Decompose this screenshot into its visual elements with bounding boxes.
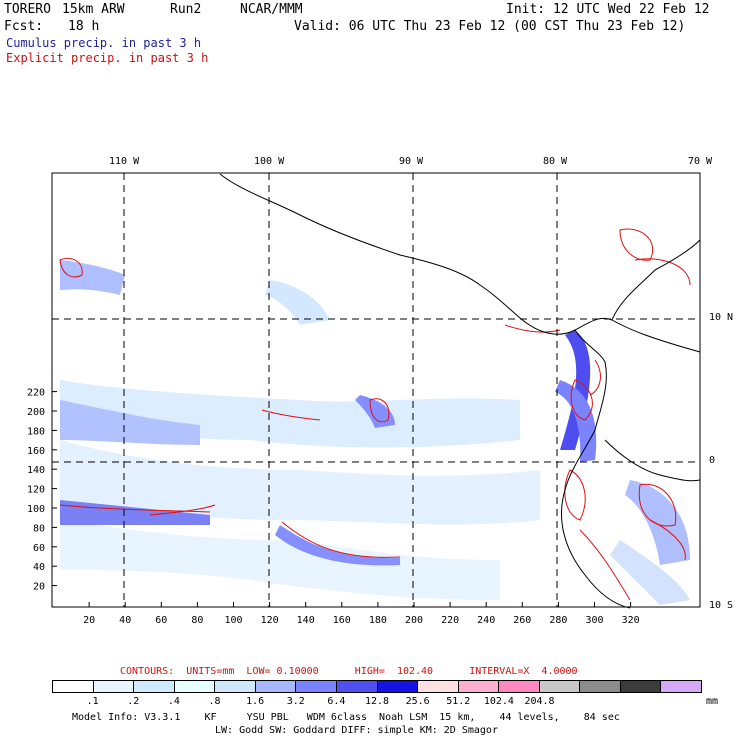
y-tick-label: 60 (33, 543, 45, 554)
colorbar-label: 102.4 (483, 696, 514, 707)
colorbar-label: 6.4 (327, 696, 346, 707)
x-tick-label: 240 (477, 615, 495, 626)
colorbar-swatch (499, 681, 540, 692)
x-tick-label: 300 (585, 615, 603, 626)
lat-label-10n: 10 N (709, 312, 734, 323)
x-tick-label: 220 (441, 615, 459, 626)
x-tick-label: 180 (369, 615, 387, 626)
lat-label-0: 0 (709, 455, 716, 466)
colorbar-swatch (296, 681, 337, 692)
y-tick-label: 180 (27, 426, 45, 437)
colorbar-swatch (174, 681, 216, 692)
colorbar-label: 3.2 (286, 696, 305, 707)
x-tick-label: 40 (119, 615, 131, 626)
y-tick-label: 140 (27, 465, 45, 476)
cumulus-legend: Cumulus precip. in past 3 h (6, 36, 202, 50)
coastline (219, 173, 701, 609)
x-tick-label: 140 (297, 615, 315, 626)
x-tick-label: 160 (333, 615, 351, 626)
explicit-precip-contours (59, 228, 691, 601)
model-organization: NCAR/MMM (240, 2, 303, 17)
colorbar-label: .2 (127, 696, 140, 707)
y-tick-label: 20 (33, 582, 45, 593)
lat-label-10s: 10 S (709, 600, 734, 611)
x-tick-label: 120 (261, 615, 279, 626)
valid-time: Valid: 06 UTC Thu 23 Feb 12 (00 CST Thu … (294, 19, 686, 34)
graticule (52, 173, 700, 607)
y-tick-label: 100 (27, 504, 45, 515)
model-info-line1: Model Info: V3.3.1 KF YSU PBL WDM 6class… (72, 712, 620, 723)
colorbar-units: mm (706, 696, 719, 707)
init-time: Init: 12 UTC Wed 22 Feb 12 (506, 2, 710, 17)
lon-label-70w: 70 W (688, 156, 713, 167)
colorbar-label: 204.8 (524, 696, 555, 707)
x-tick-label: 80 (191, 615, 203, 626)
colorbar-swatch (539, 681, 581, 692)
y-tick-label: 220 (27, 388, 45, 399)
colorbar-swatch (134, 681, 175, 692)
colorbar-label: .1 (86, 696, 99, 707)
x-tick-label: 280 (549, 615, 567, 626)
lon-label-80w: 80 W (543, 156, 568, 167)
colorbar-swatch (93, 681, 135, 692)
y-tick-label: 40 (33, 562, 45, 573)
y-tick-label: 120 (27, 485, 45, 496)
lon-label-90w: 90 W (399, 156, 424, 167)
x-tick-label: 320 (622, 615, 640, 626)
x-tick-label: 60 (155, 615, 167, 626)
colorbar-swatch (377, 681, 419, 692)
colorbar-label: .4 (167, 696, 180, 707)
colorbar-swatch (255, 681, 297, 692)
colorbar-swatch (620, 681, 662, 692)
lon-label-100w: 100 W (254, 156, 285, 167)
colorbar-swatch (215, 681, 256, 692)
colorbar-swatch (418, 681, 459, 692)
y-tick-label: 80 (33, 523, 45, 534)
y-tick-label: 200 (27, 407, 45, 418)
forecast-hour: 18 h (68, 19, 100, 34)
model-run: Run2 (170, 2, 202, 17)
model-info-line2: LW: Godd SW: Goddard DIFF: simple KM: 2D… (215, 725, 498, 736)
x-tick-label: 200 (405, 615, 423, 626)
colorbar-label: 12.8 (364, 696, 390, 707)
explicit-legend: Explicit precip. in past 3 h (6, 51, 209, 65)
colorbar-swatch (336, 681, 378, 692)
x-tick-label: 20 (83, 615, 95, 626)
map-frame (51, 172, 701, 608)
colorbar-label: 25.6 (405, 696, 430, 707)
colorbar-label: 51.2 (446, 696, 471, 707)
colorbar-label: .8 (208, 696, 221, 707)
lon-label-110w: 110 W (109, 156, 140, 167)
forecast-label: Fcst: (4, 19, 44, 34)
colorbar-swatch (661, 681, 701, 692)
colorbar-swatch (458, 681, 500, 692)
colorbar (52, 680, 702, 693)
model-resolution: 15km ARW (62, 2, 125, 17)
colorbar-swatch (53, 681, 94, 692)
x-tick-label: 260 (513, 615, 531, 626)
contours-info: CONTOURS: UNITS=mm LOW= 0.10000 HIGH= 10… (120, 666, 578, 677)
y-tick-label: 160 (27, 446, 45, 457)
y-ticks: 20 40 60 80 100 120 140 160 180 200 220 (27, 388, 57, 593)
x-tick-label: 100 (224, 615, 242, 626)
colorbar-label: 1.6 (246, 696, 265, 707)
model-name: TORERO (4, 2, 51, 17)
x-ticks: 20 40 60 80 100 120 140 160 180 200 220 240 260 280 30… (83, 602, 640, 626)
colorbar-swatch (580, 681, 621, 692)
cumulus-precip-shading (60, 260, 690, 605)
